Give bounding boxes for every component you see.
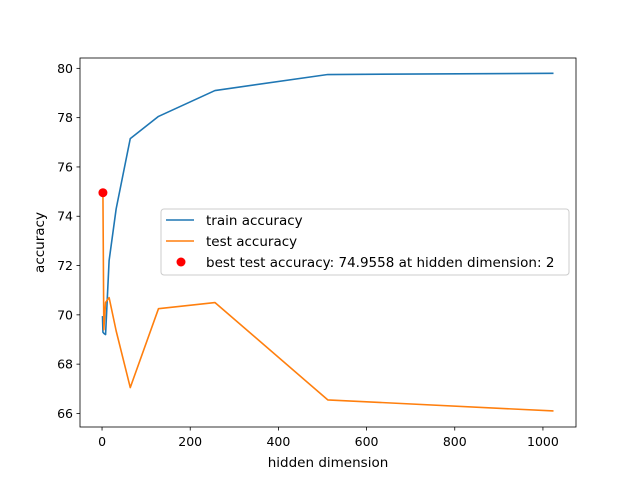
x-tick-label: 800 <box>443 434 467 449</box>
legend-marker-best-test-accuracy <box>176 257 186 267</box>
x-tick-label: 200 <box>178 434 202 449</box>
y-axis-label: accuracy <box>32 212 48 273</box>
y-tick-label: 76 <box>57 159 73 174</box>
y-tick-label: 68 <box>57 357 73 372</box>
legend-label-test-accuracy: test accuracy <box>206 234 297 250</box>
x-ticks: 0 200 400 600 800 1000 <box>98 427 559 449</box>
x-tick-label: 1000 <box>527 434 559 449</box>
y-tick-label: 74 <box>57 209 73 224</box>
x-tick-label: 600 <box>355 434 379 449</box>
y-tick-label: 72 <box>57 258 73 273</box>
legend: train accuracy test accuracy best test a… <box>160 208 570 276</box>
legend-label-train-accuracy: train accuracy <box>206 213 303 229</box>
legend-label-best-test-accuracy: best test accuracy: 74.9558 at hidden di… <box>206 255 554 271</box>
y-tick-label: 66 <box>57 406 73 421</box>
x-axis-label: hidden dimension <box>268 455 389 471</box>
best-test-accuracy-marker <box>98 188 108 198</box>
legend-frame <box>160 208 570 276</box>
x-tick-label: 0 <box>98 434 106 449</box>
axes-layer <box>79 57 577 428</box>
axes-frame <box>79 57 577 428</box>
x-tick-label: 400 <box>266 434 290 449</box>
y-tick-label: 80 <box>57 61 73 76</box>
series-line-test-accuracy <box>101 191 554 412</box>
y-ticks: 66 68 70 72 74 76 78 80 <box>57 61 80 421</box>
series-line-train-accuracy <box>101 72 554 336</box>
y-tick-label: 70 <box>57 307 73 322</box>
series-layer <box>98 72 554 412</box>
y-tick-label: 78 <box>57 110 73 125</box>
